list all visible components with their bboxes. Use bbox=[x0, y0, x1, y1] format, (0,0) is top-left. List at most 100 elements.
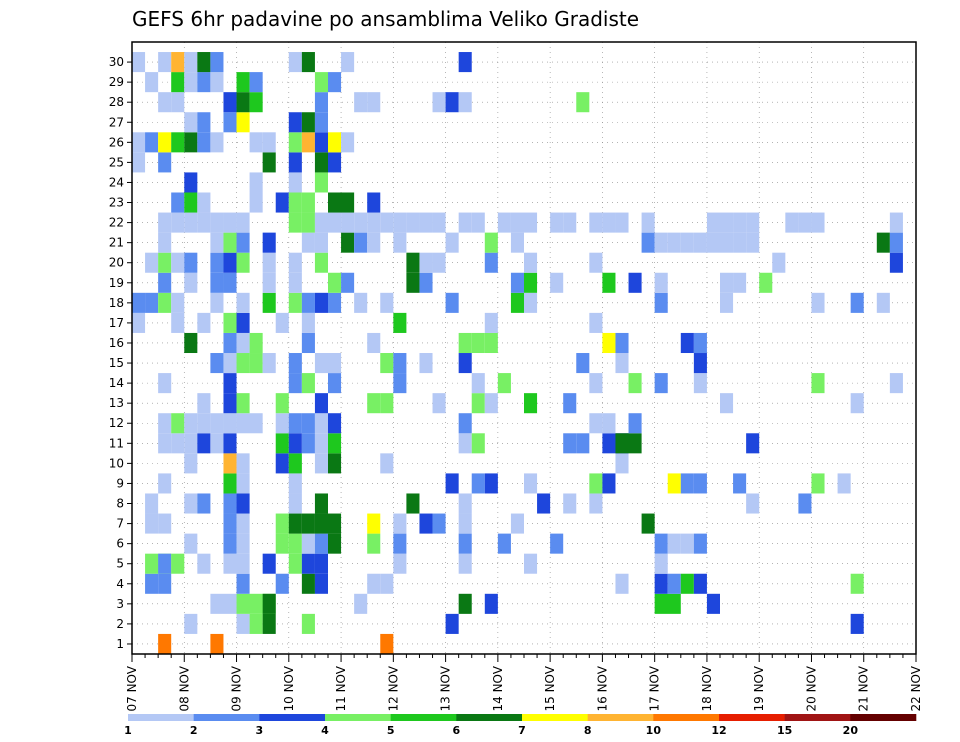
heatmap-cell bbox=[367, 573, 381, 594]
heatmap-cell bbox=[419, 272, 433, 293]
heatmap-cell bbox=[197, 433, 211, 454]
heatmap-cell bbox=[628, 373, 642, 394]
heatmap-cell bbox=[328, 212, 342, 233]
heatmap-cell bbox=[197, 72, 211, 93]
heatmap-cell bbox=[223, 413, 237, 434]
heatmap-cell bbox=[328, 413, 342, 434]
heatmap-cell bbox=[419, 252, 433, 273]
heatmap-cell bbox=[301, 413, 315, 434]
heatmap-cell bbox=[301, 52, 315, 73]
heatmap-cell bbox=[746, 212, 760, 233]
heatmap-cell bbox=[171, 553, 185, 574]
legend-swatch bbox=[325, 714, 391, 721]
heatmap-cell bbox=[145, 493, 159, 514]
legend-label: 15 bbox=[777, 724, 792, 737]
heatmap-cell bbox=[615, 433, 642, 454]
heatmap-cell bbox=[262, 232, 276, 253]
heatmap-cell bbox=[223, 232, 237, 253]
heatmap-cell bbox=[314, 152, 328, 173]
heatmap-cell bbox=[419, 212, 433, 233]
y-tick-label: 5 bbox=[116, 557, 124, 571]
heatmap-cell bbox=[484, 312, 498, 333]
heatmap-cell bbox=[236, 312, 250, 333]
heatmap-cell bbox=[733, 473, 747, 494]
x-tick-label: 15 NOV bbox=[543, 665, 557, 711]
heatmap-cell bbox=[236, 513, 250, 534]
heatmap-cell bbox=[210, 212, 224, 233]
x-tick-label: 18 NOV bbox=[700, 665, 714, 711]
heatmap-cell bbox=[850, 613, 864, 634]
heatmap-cell bbox=[380, 292, 394, 313]
heatmap-cell bbox=[158, 373, 172, 394]
heatmap-cell bbox=[667, 232, 681, 253]
heatmap-cell bbox=[262, 553, 276, 574]
heatmap-cell bbox=[667, 573, 681, 594]
heatmap-cell bbox=[380, 393, 394, 414]
y-tick-label: 4 bbox=[116, 577, 124, 591]
heatmap-cell bbox=[145, 252, 159, 273]
heatmap-cell bbox=[236, 332, 250, 354]
heatmap-cell bbox=[367, 332, 381, 354]
x-tick-label: 19 NOV bbox=[752, 665, 766, 711]
heatmap-cell bbox=[720, 272, 734, 293]
heatmap-cell bbox=[484, 232, 498, 253]
heatmap-cell bbox=[328, 132, 342, 153]
heatmap-cell bbox=[288, 453, 302, 474]
heatmap-cell bbox=[524, 553, 538, 574]
x-tick-label: 13 NOV bbox=[439, 665, 453, 711]
heatmap-cell bbox=[458, 52, 472, 73]
heatmap-cell bbox=[275, 453, 289, 474]
heatmap-cell bbox=[510, 513, 524, 534]
y-tick-label: 26 bbox=[109, 135, 124, 149]
heatmap-cell bbox=[314, 353, 328, 374]
heatmap-cell bbox=[654, 533, 668, 554]
heatmap-cell bbox=[524, 272, 538, 293]
heatmap-cell bbox=[720, 212, 734, 233]
heatmap-cell bbox=[484, 393, 498, 414]
heatmap-cell bbox=[341, 52, 355, 73]
heatmap-cell bbox=[524, 212, 538, 233]
heatmap-cell bbox=[602, 473, 616, 494]
y-tick-label: 28 bbox=[109, 95, 124, 109]
heatmap-cell bbox=[889, 252, 903, 273]
heatmap-cell bbox=[314, 393, 328, 414]
heatmap-cell bbox=[249, 132, 263, 153]
heatmap-cell bbox=[184, 212, 198, 233]
heatmap-cell bbox=[706, 212, 720, 233]
heatmap-cell bbox=[497, 533, 511, 554]
heatmap-cell bbox=[171, 312, 185, 333]
y-tick-label: 12 bbox=[109, 416, 124, 430]
heatmap-cell bbox=[354, 92, 368, 113]
heatmap-cell bbox=[602, 413, 616, 434]
heatmap-cell bbox=[458, 513, 472, 534]
heatmap-cell bbox=[328, 292, 342, 313]
heatmap-cell bbox=[811, 373, 825, 394]
heatmap-cell bbox=[314, 553, 328, 574]
heatmap-cell bbox=[341, 132, 355, 153]
heatmap-cell bbox=[262, 152, 276, 173]
heatmap-cell bbox=[288, 533, 302, 554]
heatmap-cell bbox=[314, 232, 328, 253]
heatmap-cell bbox=[850, 573, 864, 594]
heatmap-cell bbox=[380, 353, 394, 374]
heatmap-cell bbox=[314, 533, 328, 554]
heatmap-cell bbox=[288, 272, 302, 293]
heatmap-cell bbox=[301, 533, 315, 554]
heatmap-cell bbox=[301, 112, 315, 133]
y-tick-label: 15 bbox=[109, 356, 124, 370]
heatmap-cell bbox=[210, 593, 237, 614]
heatmap-cell bbox=[380, 453, 394, 474]
heatmap-cell bbox=[432, 513, 446, 534]
heatmap-cell bbox=[654, 232, 668, 253]
heatmap-cell bbox=[380, 573, 394, 594]
heatmap-cell bbox=[524, 292, 538, 313]
heatmap-cell bbox=[145, 553, 159, 574]
heatmap-cell bbox=[314, 573, 328, 594]
heatmap-cell bbox=[602, 212, 616, 233]
heatmap-cell bbox=[693, 232, 707, 253]
heatmap-cell bbox=[393, 232, 407, 253]
heatmap-cell bbox=[262, 132, 276, 153]
y-tick-label: 23 bbox=[109, 196, 124, 210]
heatmap-cell bbox=[445, 292, 459, 313]
heatmap-cell bbox=[171, 132, 185, 153]
